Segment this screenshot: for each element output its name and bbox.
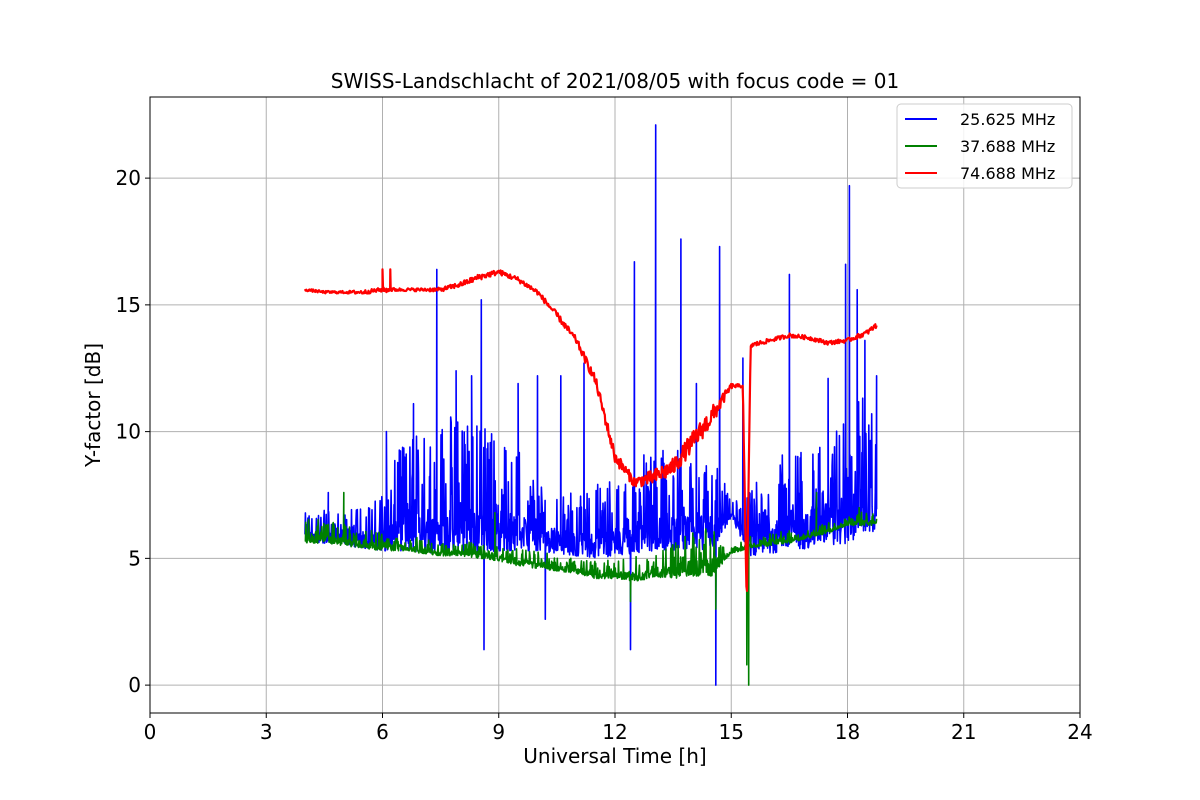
series-74-688-mhz-line bbox=[303, 268, 878, 592]
legend-label: 74.688 MHz bbox=[960, 164, 1055, 183]
series-37-688-mhz-line bbox=[304, 491, 878, 686]
x-tick-label: 21 bbox=[951, 720, 976, 744]
x-axis-label: Universal Time [h] bbox=[523, 744, 706, 768]
x-axis-ticks: 0 3 6 9 12 15 18 21 24 bbox=[144, 713, 1093, 744]
y-axis-ticks: 0 5 10 15 20 bbox=[116, 166, 150, 697]
y-tick-label: 5 bbox=[128, 546, 141, 570]
y-tick-label: 20 bbox=[116, 166, 141, 190]
x-tick-label: 12 bbox=[602, 720, 627, 744]
plot-area bbox=[303, 124, 878, 686]
legend: 25.625 MHz 37.688 MHz 74.688 MHz bbox=[896, 103, 1073, 189]
legend-box bbox=[896, 103, 1073, 189]
y-tick-label: 0 bbox=[128, 673, 141, 697]
y-axis-label: Y-factor [dB] bbox=[81, 343, 105, 468]
x-tick-label: 0 bbox=[144, 720, 157, 744]
y-tick-label: 10 bbox=[116, 420, 141, 444]
legend-label: 25.625 MHz bbox=[960, 110, 1055, 129]
x-tick-label: 9 bbox=[492, 720, 505, 744]
legend-label: 37.688 MHz bbox=[960, 137, 1055, 156]
x-tick-label: 24 bbox=[1067, 720, 1092, 744]
x-tick-label: 18 bbox=[835, 720, 860, 744]
chart-title: SWISS-Landschlacht of 2021/08/05 with fo… bbox=[331, 69, 899, 93]
x-tick-label: 6 bbox=[376, 720, 389, 744]
x-tick-label: 3 bbox=[260, 720, 273, 744]
x-tick-label: 15 bbox=[719, 720, 744, 744]
y-tick-label: 15 bbox=[116, 293, 141, 317]
